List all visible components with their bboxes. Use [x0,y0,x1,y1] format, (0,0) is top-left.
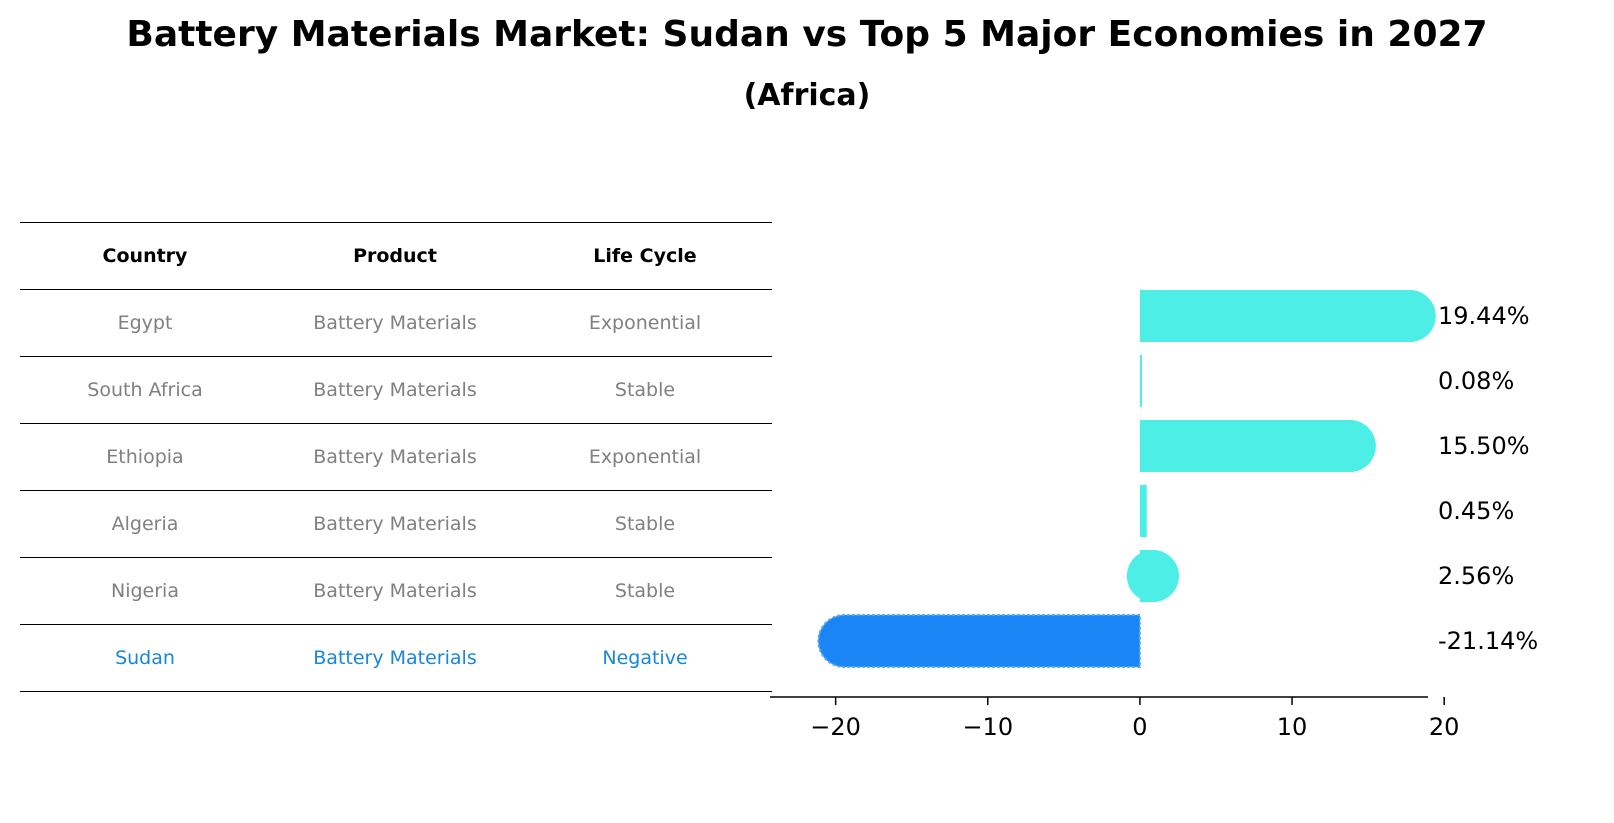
x-tick-label: −10 [962,713,1013,740]
chart-title: Battery Materials Market: Sudan vs Top 5… [126,14,1488,55]
cell-product: Battery Materials [313,446,477,468]
x-tick-label: 0 [1132,713,1147,740]
cell-country: Nigeria [111,580,179,602]
cell-product: Battery Materials [313,312,477,334]
cell-country: Algeria [111,513,179,535]
table-row: Nigeria Battery Materials Stable [20,557,772,624]
cell-life-cycle: Stable [614,379,676,401]
cell-life-cycle: Exponential [588,312,702,334]
bar-cap [1323,420,1376,472]
value-label: 0.08% [1438,367,1514,395]
table-row-highlighted: Sudan Battery Materials Negative [20,624,772,692]
x-tick-label: 20 [1429,713,1460,740]
value-label: 15.50% [1438,432,1530,460]
cell-life-cycle: Exponential [588,446,702,468]
table-row: Ethiopia Battery Materials Exponential [20,423,772,490]
cell-product: Battery Materials [313,580,477,602]
x-tick-label: −20 [810,713,861,740]
value-label: 2.56% [1438,562,1514,590]
bar-algeria [1139,485,1147,537]
table-row: South Africa Battery Materials Stable [20,356,772,423]
cell-country: Sudan [115,647,175,669]
table-header-row: Country Product Life Cycle [20,222,772,289]
cell-country: Egypt [117,312,173,334]
chart-subtitle: (Africa) [743,78,871,113]
bar-cap [1383,290,1436,342]
cell-life-cycle: Negative [602,647,688,669]
value-label: 19.44% [1438,302,1530,330]
bar-ethiopia [1139,420,1376,472]
bar-south-africa [1139,355,1142,407]
cell-life-cycle: Stable [614,580,676,602]
bar-egypt [1139,290,1436,342]
x-tick-label: 10 [1277,713,1308,740]
cell-product: Battery Materials [313,647,477,669]
cell-country: Ethiopia [106,446,184,468]
header-life-cycle: Life Cycle [593,245,697,267]
bar-cap [1126,550,1179,602]
bar-chart: 19.44% 0.08% 15.50% 0.45% 2.56% -21.14% −20 −10… [770,290,1538,740]
value-label: -21.14% [1438,627,1538,655]
value-label: 0.45% [1438,497,1514,525]
header-country: Country [102,245,188,267]
cell-product: Battery Materials [313,379,477,401]
cell-life-cycle: Stable [614,513,676,535]
table-row: Algeria Battery Materials Stable [20,490,772,557]
cell-country: South Africa [87,379,203,401]
bar-sudan [817,614,1141,668]
header-product: Product [353,245,437,267]
cell-product: Battery Materials [313,513,477,535]
country-table: Country Product Life Cycle Egypt Battery… [20,222,772,692]
table-row: Egypt Battery Materials Exponential [20,289,772,356]
